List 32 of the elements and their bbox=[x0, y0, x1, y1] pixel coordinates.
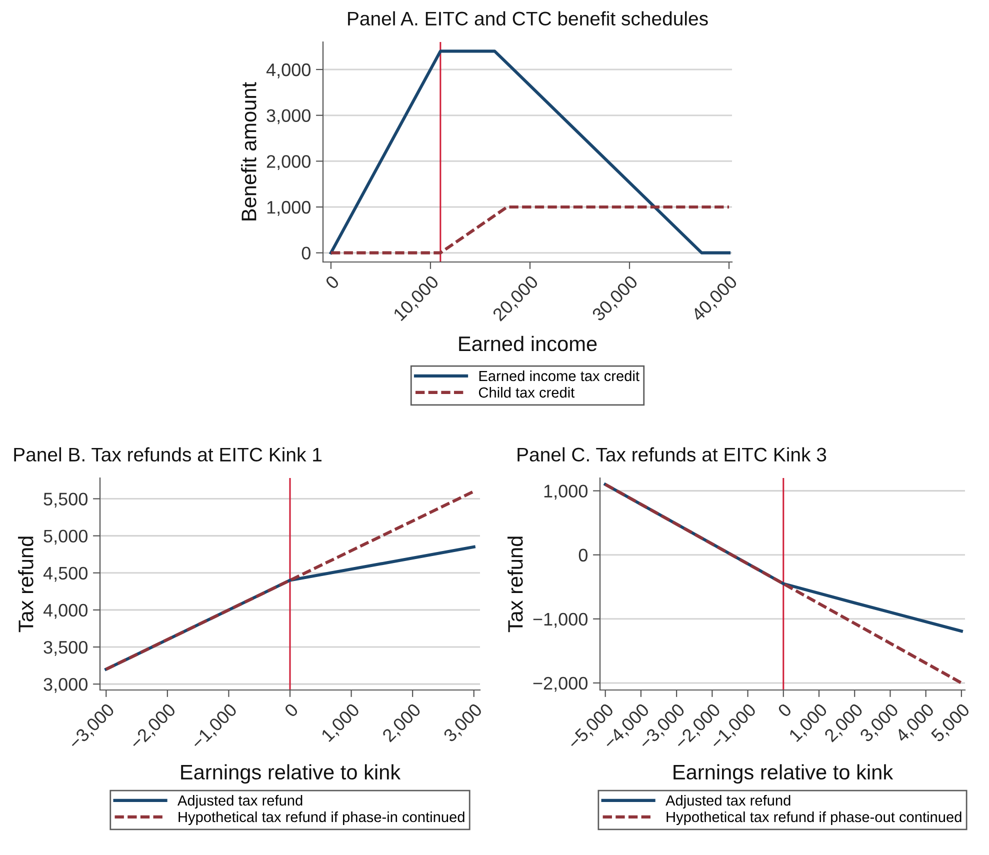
y-tick-label: 1,000 bbox=[544, 484, 588, 500]
x-tick-label: 0 bbox=[324, 274, 340, 290]
y-tick-label: 2,000 bbox=[266, 155, 310, 170]
y-tick-label: 4,000 bbox=[43, 604, 88, 619]
chart-title: Panel C. Tax refunds at EITC Kink 3 bbox=[518, 447, 826, 462]
y-tick-label: 0 bbox=[302, 246, 310, 260]
y-tick-label: 3,000 bbox=[266, 109, 310, 124]
legend-label: Child tax credit bbox=[478, 386, 575, 398]
y-tick-label: 3,500 bbox=[44, 640, 88, 656]
x-axis-title: Earnings relative to kink bbox=[181, 764, 401, 784]
y-tick-label: 5,500 bbox=[44, 492, 88, 508]
legend-label: Earned income tax credit bbox=[479, 370, 640, 382]
x-axis-title: Earnings relative to kink bbox=[674, 764, 894, 784]
y-tick-label: 0 bbox=[578, 548, 588, 562]
y-tick-label: 5,000 bbox=[44, 530, 88, 545]
y-tick-label: −2,000 bbox=[533, 676, 588, 692]
y-axis-title: Tax refund bbox=[18, 536, 34, 632]
chart-title: Panel B. Tax refunds at EITC Kink 1 bbox=[14, 447, 322, 462]
y-axis-title: Tax refund bbox=[507, 536, 523, 632]
y-axis-title: Benefit amount bbox=[241, 82, 256, 220]
legend-label: Hypothetical tax refund if phase-out continued bbox=[666, 811, 962, 826]
legend-label: Adjusted tax refund bbox=[178, 794, 302, 809]
y-tick-label: 4,500 bbox=[43, 566, 88, 582]
y-tick-label: 3,000 bbox=[44, 678, 88, 693]
y-tick-label: −1,000 bbox=[533, 612, 588, 628]
y-tick-label: 4,000 bbox=[266, 63, 310, 78]
y-tick-label: 1,000 bbox=[267, 200, 310, 216]
chart-title: Panel A. EITC and CTC benefit schedules bbox=[348, 11, 708, 26]
legend-label: Hypothetical tax refund if phase-in continued bbox=[178, 811, 464, 826]
x-axis-title: Earned income bbox=[459, 336, 597, 352]
legend-label: Adjusted tax refund bbox=[666, 794, 790, 809]
x-tick-label: 0 bbox=[777, 702, 792, 718]
